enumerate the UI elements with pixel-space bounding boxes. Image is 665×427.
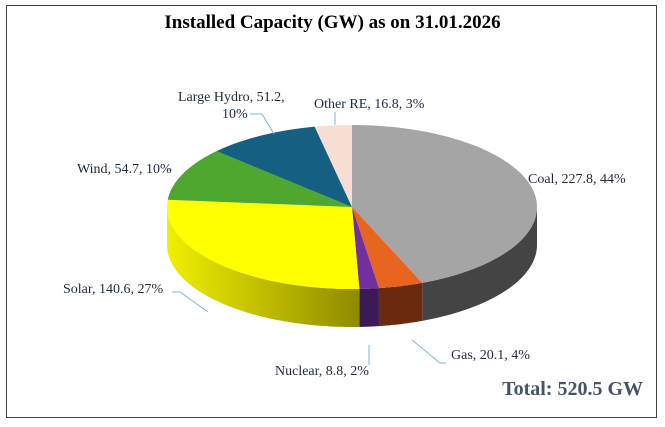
slice-solar[interactable] bbox=[167, 199, 360, 289]
label-wind: Wind, 54.7, 10% bbox=[77, 162, 172, 177]
label-gas: Gas, 20.1, 4% bbox=[451, 348, 530, 363]
label-large-hydro-1: Large Hydro, 51.2, bbox=[178, 90, 285, 105]
slice-large-hydro[interactable] bbox=[216, 126, 352, 207]
label-large-hydro-2: 10% bbox=[222, 107, 248, 122]
label-coal: Coal, 227.8, 44% bbox=[528, 172, 626, 187]
slice-coal[interactable] bbox=[352, 125, 537, 283]
slice-nuclear[interactable] bbox=[352, 207, 379, 289]
slice-side-nuclear bbox=[359, 288, 379, 327]
slice-side-gas bbox=[378, 282, 423, 327]
leader-solar bbox=[172, 291, 209, 313]
label-solar: Solar, 140.6, 27% bbox=[63, 282, 164, 297]
slice-other-re[interactable] bbox=[314, 125, 352, 207]
leader-large-hydro bbox=[250, 113, 275, 135]
chart-title: Installed Capacity (GW) as on 31.01.2026 bbox=[164, 12, 501, 33]
slice-side-coal bbox=[422, 207, 537, 321]
slice-wind[interactable] bbox=[167, 151, 352, 207]
chart-frame bbox=[6, 5, 657, 418]
leader-gas bbox=[411, 339, 446, 364]
slice-gas[interactable] bbox=[352, 207, 423, 289]
slice-side-solar bbox=[167, 207, 360, 327]
label-other-re: Other RE, 16.8, 3% bbox=[314, 97, 425, 112]
total-label: Total: 520.5 GW bbox=[502, 378, 643, 400]
label-nuclear: Nuclear, 8.8, 2% bbox=[275, 364, 369, 379]
